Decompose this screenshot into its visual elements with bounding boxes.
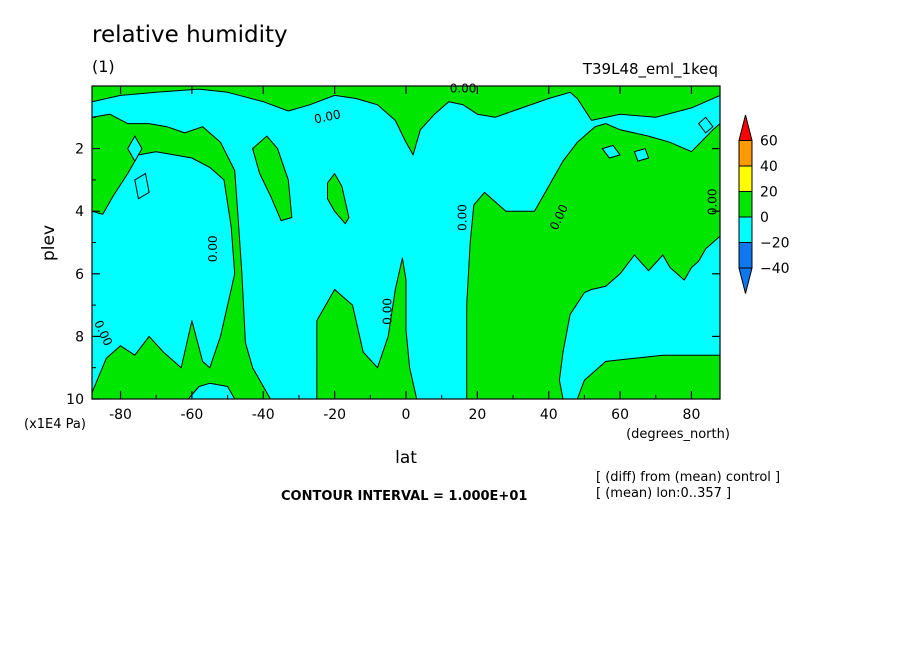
x-axis-units: (degrees_north) [626,427,730,442]
mean-note: [ (mean) lon:0..357 ] [596,486,732,501]
negative-island [127,135,143,163]
contour-label: 0.00 [381,298,395,325]
colorbar-label: −20 [760,236,790,252]
colorbar-label: 0 [760,210,769,226]
negative-island [134,172,150,200]
x-tick-label: 40 [540,407,558,423]
run-label: T39L48_eml_1keq [582,60,718,78]
positive-region-top-band [92,86,720,156]
colorbar-label: 40 [760,159,778,175]
negative-island [601,144,621,159]
colorbar-segment [738,191,753,218]
positive-region-central-strip [327,173,350,225]
x-tick-label: 80 [683,407,701,423]
colorbar-label: 60 [760,134,778,150]
x-tick-label: 0 [402,407,411,423]
x-axis-ticks: -80 -60 -40 -20 0 20 40 60 80 [109,86,700,423]
y-axis-units: (x1E4 Pa) [24,417,86,432]
y-axis-label: plev [39,225,59,261]
colorbar-segment [738,242,753,269]
y-tick-label: 8 [75,329,84,345]
colorbar-top-triangle [738,114,753,141]
contour-label: 0.00 [456,204,470,231]
contour-label: 0.00 [313,107,342,126]
y-axis-ticks: 2 4 6 8 10 [66,116,720,408]
x-tick-label: -40 [252,407,275,423]
contour-label: 0.00 [705,188,719,215]
negative-island [697,116,714,134]
positive-region-north-low-block [576,354,720,399]
contour-interval-note: CONTOUR INTERVAL = 1.000E+01 [281,489,528,504]
x-tick-label: 20 [468,407,486,423]
colorbar-segment [738,140,753,167]
positive-region-south-mid-block [252,135,293,222]
x-tick-label: -20 [323,407,346,423]
y-tick-label: 2 [75,142,84,158]
diff-note: [ (diff) from (mean) control ] [596,470,781,485]
positive-region-south-polar-block [92,113,271,399]
colorbar-label: −40 [760,261,790,277]
x-tick-label: 60 [611,407,629,423]
x-tick-label: -60 [180,407,203,423]
panel-label: (1) [92,57,115,76]
colorbar-bottom-triangle [738,267,753,294]
negative-island [633,147,650,162]
x-tick-label: -80 [109,407,132,423]
colorbar-segment [738,216,753,243]
positive-region-equatorial-block [316,257,418,399]
contour-label: 0.00 [206,235,220,262]
y-tick-label: 6 [75,267,84,283]
y-tick-label: 10 [66,392,84,408]
contour-fill-regions [92,86,720,399]
colorbar-segment [738,165,753,192]
colorbar: 60 40 20 0 −20 −40 [738,114,790,294]
positive-region-north-mid-block [466,123,720,399]
colorbar-label: 20 [760,185,778,201]
chart-title: relative humidity [92,22,288,48]
x-axis-label: lat [395,448,417,468]
y-tick-label: 4 [75,204,84,220]
contour-label: 0.00 [450,82,477,96]
